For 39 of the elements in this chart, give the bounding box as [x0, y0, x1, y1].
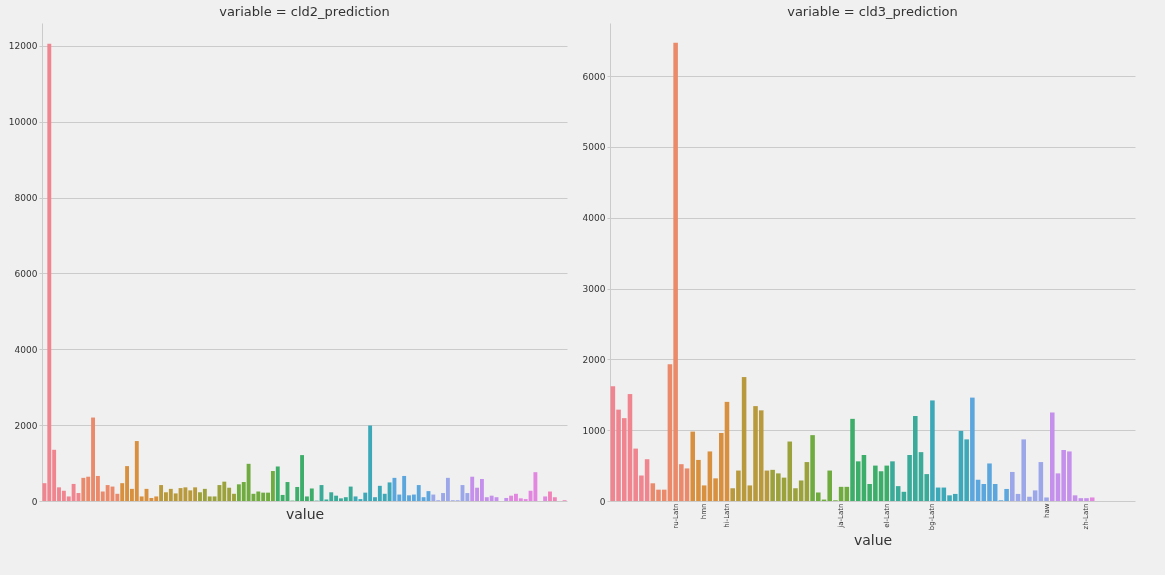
bar — [309, 488, 314, 501]
chart-title: variable = cld2_prediction — [219, 4, 390, 19]
bar — [348, 486, 353, 501]
bar — [1089, 497, 1095, 501]
y-tick-label: 5000 — [582, 142, 606, 153]
bar — [509, 495, 514, 501]
bar — [431, 494, 436, 501]
bar — [489, 495, 494, 501]
y-tick-label: 8000 — [14, 193, 38, 204]
bar — [246, 463, 251, 501]
y-tick-label: 6000 — [14, 268, 38, 279]
y-tick-label: 4000 — [582, 213, 606, 224]
bar — [392, 477, 397, 501]
y-tick-label: 4000 — [14, 344, 38, 355]
chart-title: variable = cld3_prediction — [787, 4, 958, 19]
bar — [533, 472, 538, 501]
y-tick-label: 0 — [31, 496, 38, 507]
x-axis-title: value — [285, 505, 325, 522]
y-tick-label: 2000 — [582, 354, 606, 365]
x-axis-title: value — [853, 532, 893, 549]
bar — [270, 471, 275, 501]
y-tick-label: 2000 — [14, 420, 38, 431]
y-tick-label: 6000 — [582, 71, 606, 82]
bar — [81, 477, 86, 501]
y-tick-label: 12000 — [8, 41, 38, 52]
y-tick-label: 1000 — [582, 425, 606, 436]
bar — [183, 487, 188, 501]
bar — [504, 497, 509, 501]
bar — [256, 491, 261, 501]
bar — [217, 485, 222, 501]
y-tick-label: 10000 — [8, 117, 38, 128]
bar — [470, 476, 475, 501]
y-tick-label: 3000 — [582, 284, 606, 295]
bar — [105, 485, 110, 501]
bar — [159, 485, 164, 501]
bar — [543, 496, 548, 501]
y-tick-label: 0 — [599, 496, 606, 507]
bar — [387, 482, 392, 501]
bar — [71, 483, 76, 501]
